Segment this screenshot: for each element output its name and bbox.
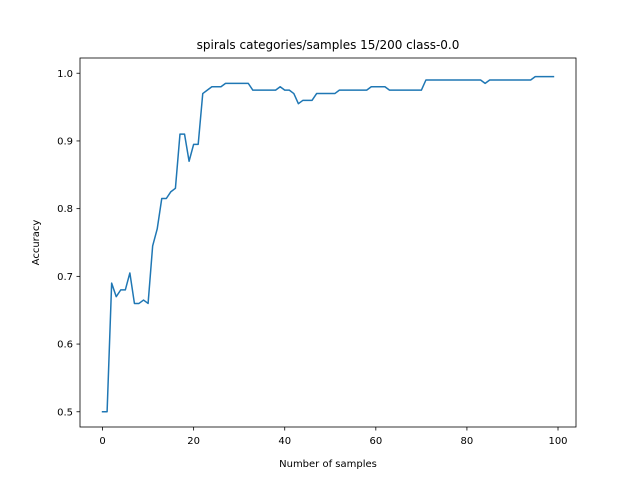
series-line-accuracy	[101, 75, 555, 413]
y-axis-label: Accuracy	[31, 220, 42, 266]
plot-area	[80, 58, 576, 427]
plot-frame	[79, 57, 577, 428]
y-tick-label: 0.5	[57, 407, 73, 418]
x-tick-label: 80	[461, 436, 474, 447]
y-tick-label: 1.0	[57, 69, 73, 80]
x-axis-ticks: 0 20 40 60 80 100	[99, 427, 568, 447]
y-tick-label: 0.9	[57, 137, 73, 148]
x-tick-label: 20	[187, 436, 200, 447]
y-axis-ticks: 0.5 0.6 0.7 0.8 0.9 1.0	[57, 69, 80, 418]
x-tick-label: 0	[99, 436, 105, 447]
y-tick-label: 0.8	[57, 204, 73, 215]
chart-title: spirals categories/samples 15/200 class-…	[197, 38, 460, 52]
x-axis-label: Number of samples	[279, 459, 377, 470]
y-tick-label: 0.7	[57, 272, 73, 283]
x-tick-label: 40	[278, 436, 291, 447]
series-layer	[101, 75, 555, 413]
y-tick-label: 0.6	[57, 340, 73, 351]
x-tick-label: 60	[369, 436, 382, 447]
x-tick-label: 100	[548, 436, 567, 447]
